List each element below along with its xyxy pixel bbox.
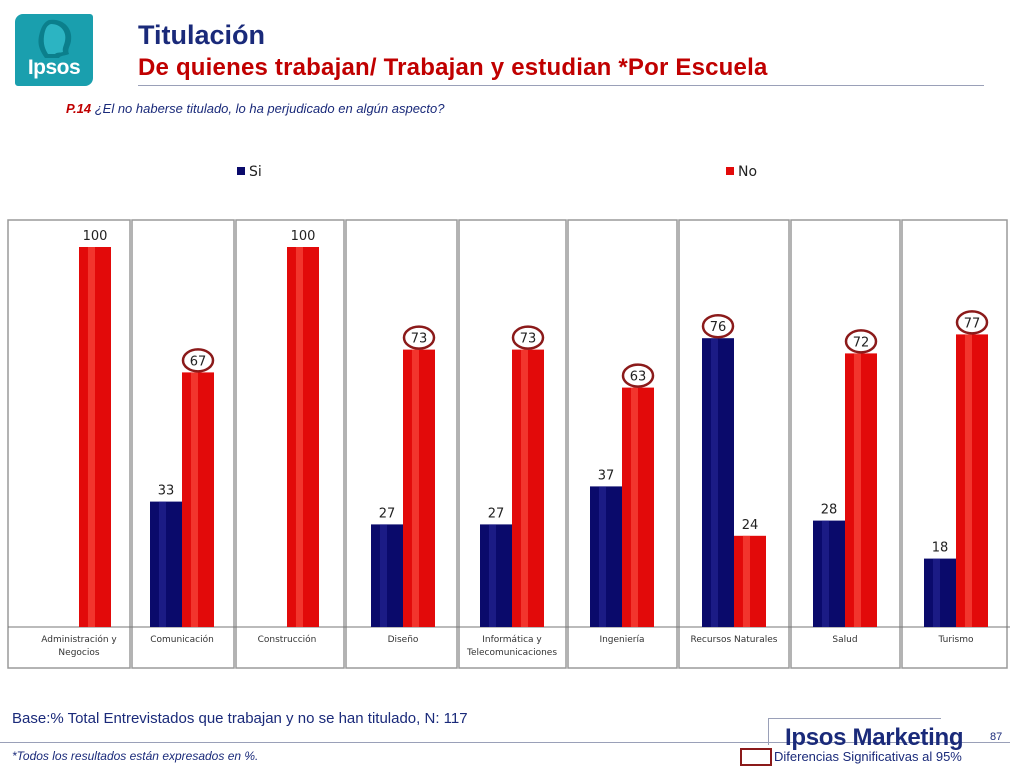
data-label: 76 bbox=[710, 320, 727, 335]
significance-circle bbox=[844, 329, 878, 354]
bar-highlight bbox=[190, 372, 198, 627]
bar-highlight bbox=[630, 387, 638, 627]
data-label: 27 bbox=[379, 506, 396, 521]
bar-highlight bbox=[488, 524, 496, 627]
legend-swatch-1 bbox=[726, 167, 734, 175]
category-label-0: Administración y bbox=[41, 634, 117, 645]
category-label-1: Comunicación bbox=[150, 634, 214, 645]
page-subtitle: De quienes trabajan/ Trabajan y estudian… bbox=[138, 54, 768, 81]
bar-highlight bbox=[853, 353, 861, 627]
panel-0 bbox=[7, 219, 131, 669]
data-label: 77 bbox=[964, 316, 981, 331]
footnote: *Todos los resultados están expresados e… bbox=[12, 749, 259, 763]
bar-highlight bbox=[598, 486, 606, 627]
data-label: 73 bbox=[520, 332, 537, 347]
significance-circle bbox=[511, 325, 545, 350]
question-body: ¿El no haberse titulado, lo ha perjudica… bbox=[94, 101, 445, 116]
bar-highlight bbox=[710, 338, 718, 627]
page-number: 87 bbox=[990, 731, 1003, 743]
bar-highlight bbox=[158, 501, 166, 627]
brand-frame bbox=[768, 718, 941, 745]
panel-4 bbox=[458, 219, 567, 669]
data-label: 73 bbox=[411, 332, 428, 347]
data-label: 18 bbox=[932, 541, 949, 556]
legend-label-1: No bbox=[738, 164, 757, 180]
category-label-0: Negocios bbox=[58, 648, 99, 658]
category-label-6: Recursos Naturales bbox=[691, 635, 778, 645]
ipsos-logo: Ipsos bbox=[15, 14, 93, 86]
bar-highlight bbox=[379, 524, 387, 627]
bar-highlight bbox=[411, 349, 419, 627]
category-label-2: Construcción bbox=[258, 634, 317, 645]
data-label: 63 bbox=[630, 370, 647, 385]
series-1: 100 67 100 73 73 63 24 72 77 bbox=[79, 229, 989, 627]
brand-name: Ipsos Marketing bbox=[785, 724, 964, 751]
data-label: 28 bbox=[821, 503, 838, 518]
data-label: 100 bbox=[291, 229, 316, 244]
bar-highlight bbox=[520, 349, 528, 627]
significance-marker bbox=[740, 748, 772, 766]
legend-swatch-0 bbox=[237, 167, 245, 175]
category-label-8: Turismo bbox=[938, 635, 974, 645]
significance-circle bbox=[701, 313, 735, 339]
category-label-5: Ingeniería bbox=[599, 635, 644, 645]
category-label-7: Salud bbox=[832, 635, 857, 645]
panel-2 bbox=[235, 219, 345, 669]
data-label: 24 bbox=[742, 518, 759, 533]
panel-1 bbox=[131, 219, 235, 669]
bar-highlight bbox=[295, 247, 303, 627]
question-code: P.14 bbox=[66, 101, 92, 116]
significance-circle bbox=[955, 310, 989, 335]
bar-highlight bbox=[87, 247, 95, 627]
data-label: 67 bbox=[190, 354, 207, 369]
bar-highlight bbox=[821, 520, 829, 627]
bar-highlight bbox=[742, 535, 750, 627]
title-divider bbox=[138, 85, 984, 86]
data-label: 27 bbox=[488, 506, 505, 521]
logo-head-icon bbox=[38, 19, 72, 59]
category-label-4: Informática y bbox=[482, 635, 542, 645]
panel-3 bbox=[345, 219, 458, 669]
question-text: P.14 ¿El no haberse titulado, lo ha perj… bbox=[66, 101, 445, 116]
significance-label: Diferencias Significativas al 95% bbox=[774, 749, 962, 764]
panel-8 bbox=[901, 219, 1008, 669]
data-label: 100 bbox=[83, 229, 108, 244]
page-title: Titulación bbox=[138, 20, 266, 50]
category-label-4: Telecomunicaciones bbox=[466, 648, 557, 658]
footer-divider bbox=[0, 742, 1010, 743]
data-label: 72 bbox=[853, 335, 870, 350]
series-0: 33 27 27 37 76 28 18 bbox=[150, 313, 956, 627]
base-note: Base:% Total Entrevistados que trabajan … bbox=[12, 710, 468, 727]
significance-circle bbox=[402, 325, 436, 350]
logo-text: Ipsos bbox=[27, 56, 81, 79]
significance-circle bbox=[621, 363, 655, 388]
bar-chart: Si No 33 27 27 37 76 28 18 100 67 100 73 73 63 24 72 77 Ad… bbox=[7, 164, 1010, 669]
bar-highlight bbox=[932, 558, 940, 627]
significance-circle bbox=[181, 348, 215, 373]
panel-6 bbox=[678, 219, 790, 669]
category-label-3: Diseño bbox=[388, 635, 419, 645]
panel-7 bbox=[790, 219, 901, 669]
panel-5 bbox=[567, 219, 678, 669]
bar-highlight bbox=[964, 334, 972, 627]
data-label: 37 bbox=[598, 468, 615, 483]
legend-label-0: Si bbox=[249, 164, 262, 180]
data-label: 33 bbox=[158, 484, 175, 499]
